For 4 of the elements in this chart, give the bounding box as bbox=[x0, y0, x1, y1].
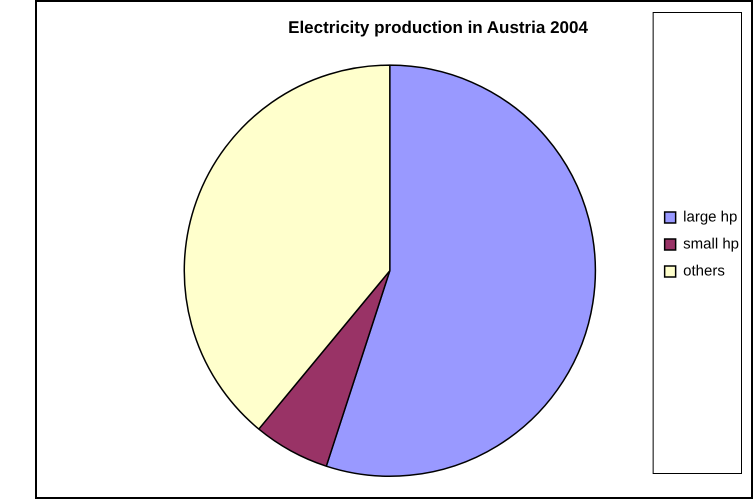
legend-label: others bbox=[683, 262, 725, 280]
chart-title: Electricity production in Austria 2004 bbox=[288, 18, 588, 37]
legend-label: large hp bbox=[683, 208, 738, 226]
legend-label: small hp bbox=[683, 236, 740, 253]
